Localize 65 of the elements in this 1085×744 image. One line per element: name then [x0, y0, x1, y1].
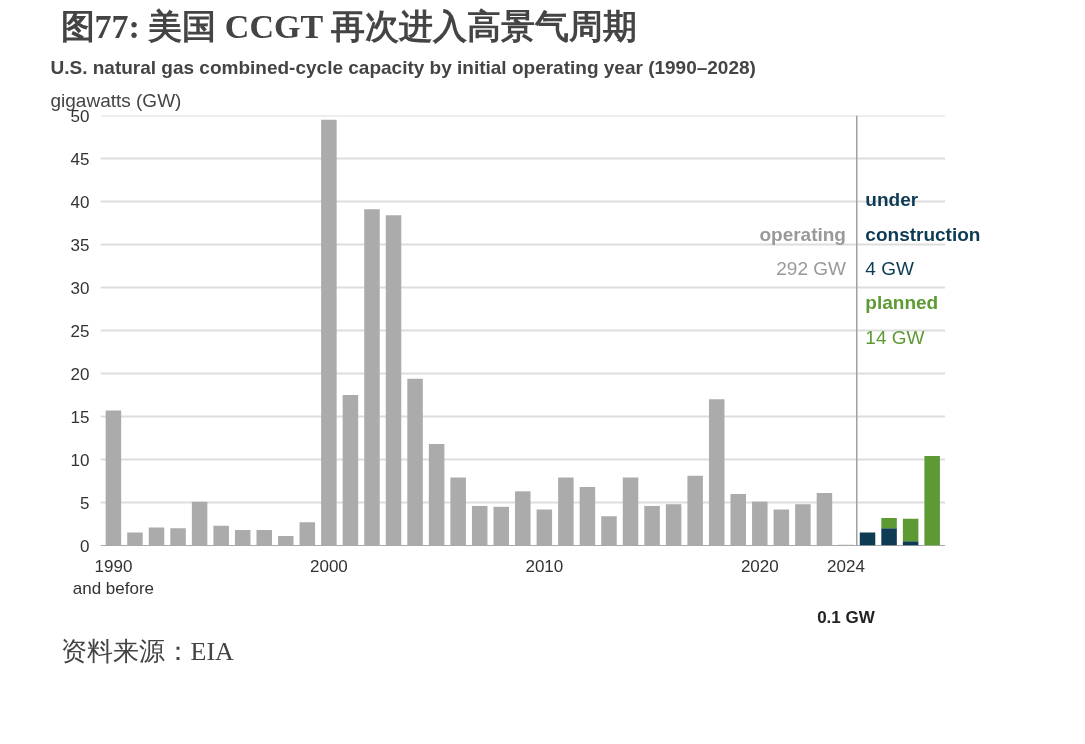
bar	[450, 477, 466, 546]
bar	[795, 504, 811, 546]
bar	[342, 395, 359, 546]
bar	[752, 501, 768, 546]
bar	[493, 506, 510, 546]
bar	[299, 522, 316, 546]
x-tick-label: 2024	[827, 556, 865, 576]
y-tick-label: 45	[70, 149, 90, 169]
annotation: 4 GW	[865, 257, 914, 279]
text: planned	[865, 292, 939, 314]
chart-title: 图77: 美国 CCGT 再次进入高景气周期	[60, 7, 637, 45]
text: 0.1 GW	[817, 607, 876, 627]
bar	[536, 509, 553, 546]
bar	[622, 477, 639, 546]
annotation: 292 GW	[776, 257, 847, 279]
x-tick-label: 2020	[740, 556, 779, 576]
y-tick-label: 0	[80, 536, 90, 556]
bar	[881, 517, 897, 529]
bar	[170, 528, 186, 546]
bar	[579, 487, 596, 546]
bar	[859, 532, 876, 546]
bar	[644, 505, 660, 546]
bar	[773, 509, 790, 546]
bar	[407, 378, 423, 546]
bar	[881, 528, 897, 546]
bar	[730, 493, 747, 546]
bar	[902, 541, 919, 546]
x-tick-label: 2000	[309, 556, 348, 576]
bar	[256, 530, 272, 546]
y-tick-label: 5	[80, 493, 90, 513]
chart-subtitle: U.S. natural gas combined-cycle capacity by initial operating year (1990–2028)	[50, 56, 756, 78]
bar	[364, 209, 380, 546]
annotation: 14 GW	[865, 326, 925, 348]
y-tick-label: 15	[70, 407, 90, 427]
bar	[148, 527, 165, 546]
bar	[471, 505, 488, 546]
bar	[385, 215, 402, 546]
text: 资料来源：EIA	[60, 636, 235, 666]
bar	[816, 493, 833, 546]
bar	[213, 525, 229, 546]
text: under construction	[865, 189, 981, 245]
bar	[127, 532, 143, 546]
y-tick-label: 25	[70, 321, 90, 341]
bar	[902, 518, 919, 542]
y-tick-label: 30	[70, 278, 90, 298]
y-tick-label: 20	[70, 364, 90, 384]
bar	[515, 491, 531, 546]
x-tick-label: 1990 and before	[72, 556, 155, 599]
bar	[321, 119, 337, 546]
y-tick-label: 35	[70, 235, 90, 255]
bar	[665, 504, 682, 546]
bar	[708, 399, 725, 546]
text: operating	[759, 223, 846, 245]
bar	[558, 477, 574, 546]
bar	[234, 530, 251, 546]
bar	[601, 516, 617, 546]
bar	[924, 456, 940, 546]
bar	[191, 501, 208, 546]
bar	[687, 475, 703, 546]
bar	[428, 444, 445, 546]
bar	[105, 410, 122, 546]
y-tick-label: 40	[70, 192, 90, 212]
x-tick-label: 2010	[525, 556, 564, 576]
bar	[278, 536, 294, 546]
y-tick-label: 10	[70, 450, 90, 470]
